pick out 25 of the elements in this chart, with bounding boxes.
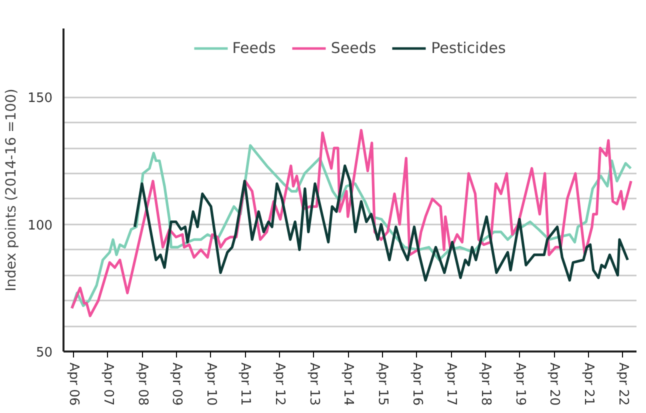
x-tick-label: Apr 13 [306,362,322,406]
x-tick-label: Apr 07 [100,362,116,406]
x-tick-label: Apr 19 [512,362,528,406]
legend-label: Feeds [232,39,276,57]
x-tick-label: Apr 11 [238,362,253,406]
x-tick-label: Apr 06 [66,362,82,406]
legend-label: Pesticides [431,39,506,57]
x-tick-label: Apr 20 [546,362,562,406]
y-tick-label: 100 [28,218,53,234]
legend-label: Seeds [330,39,376,57]
x-tick-label: Apr 15 [374,362,390,406]
x-tick-label: Apr 09 [169,362,184,406]
x-tick-label: Apr 12 [272,362,288,406]
x-tick-label: Apr 16 [409,362,424,406]
x-tick-label: Apr 18 [478,362,493,406]
x-tick-label: Apr 08 [134,362,150,406]
x-tick-label: Apr 17 [444,362,459,406]
x-tick-label: Apr 10 [203,362,218,406]
y-axis-title: Index points (2014-16 =100) [4,88,20,292]
y-tick-label: 50 [36,346,53,360]
line-series [133,164,629,282]
x-tick-label: Apr 22 [615,362,630,406]
y-tick-label: 150 [28,91,53,106]
x-tick-label: Apr 21 [580,362,596,406]
x-tick-label: Apr 14 [340,362,356,406]
